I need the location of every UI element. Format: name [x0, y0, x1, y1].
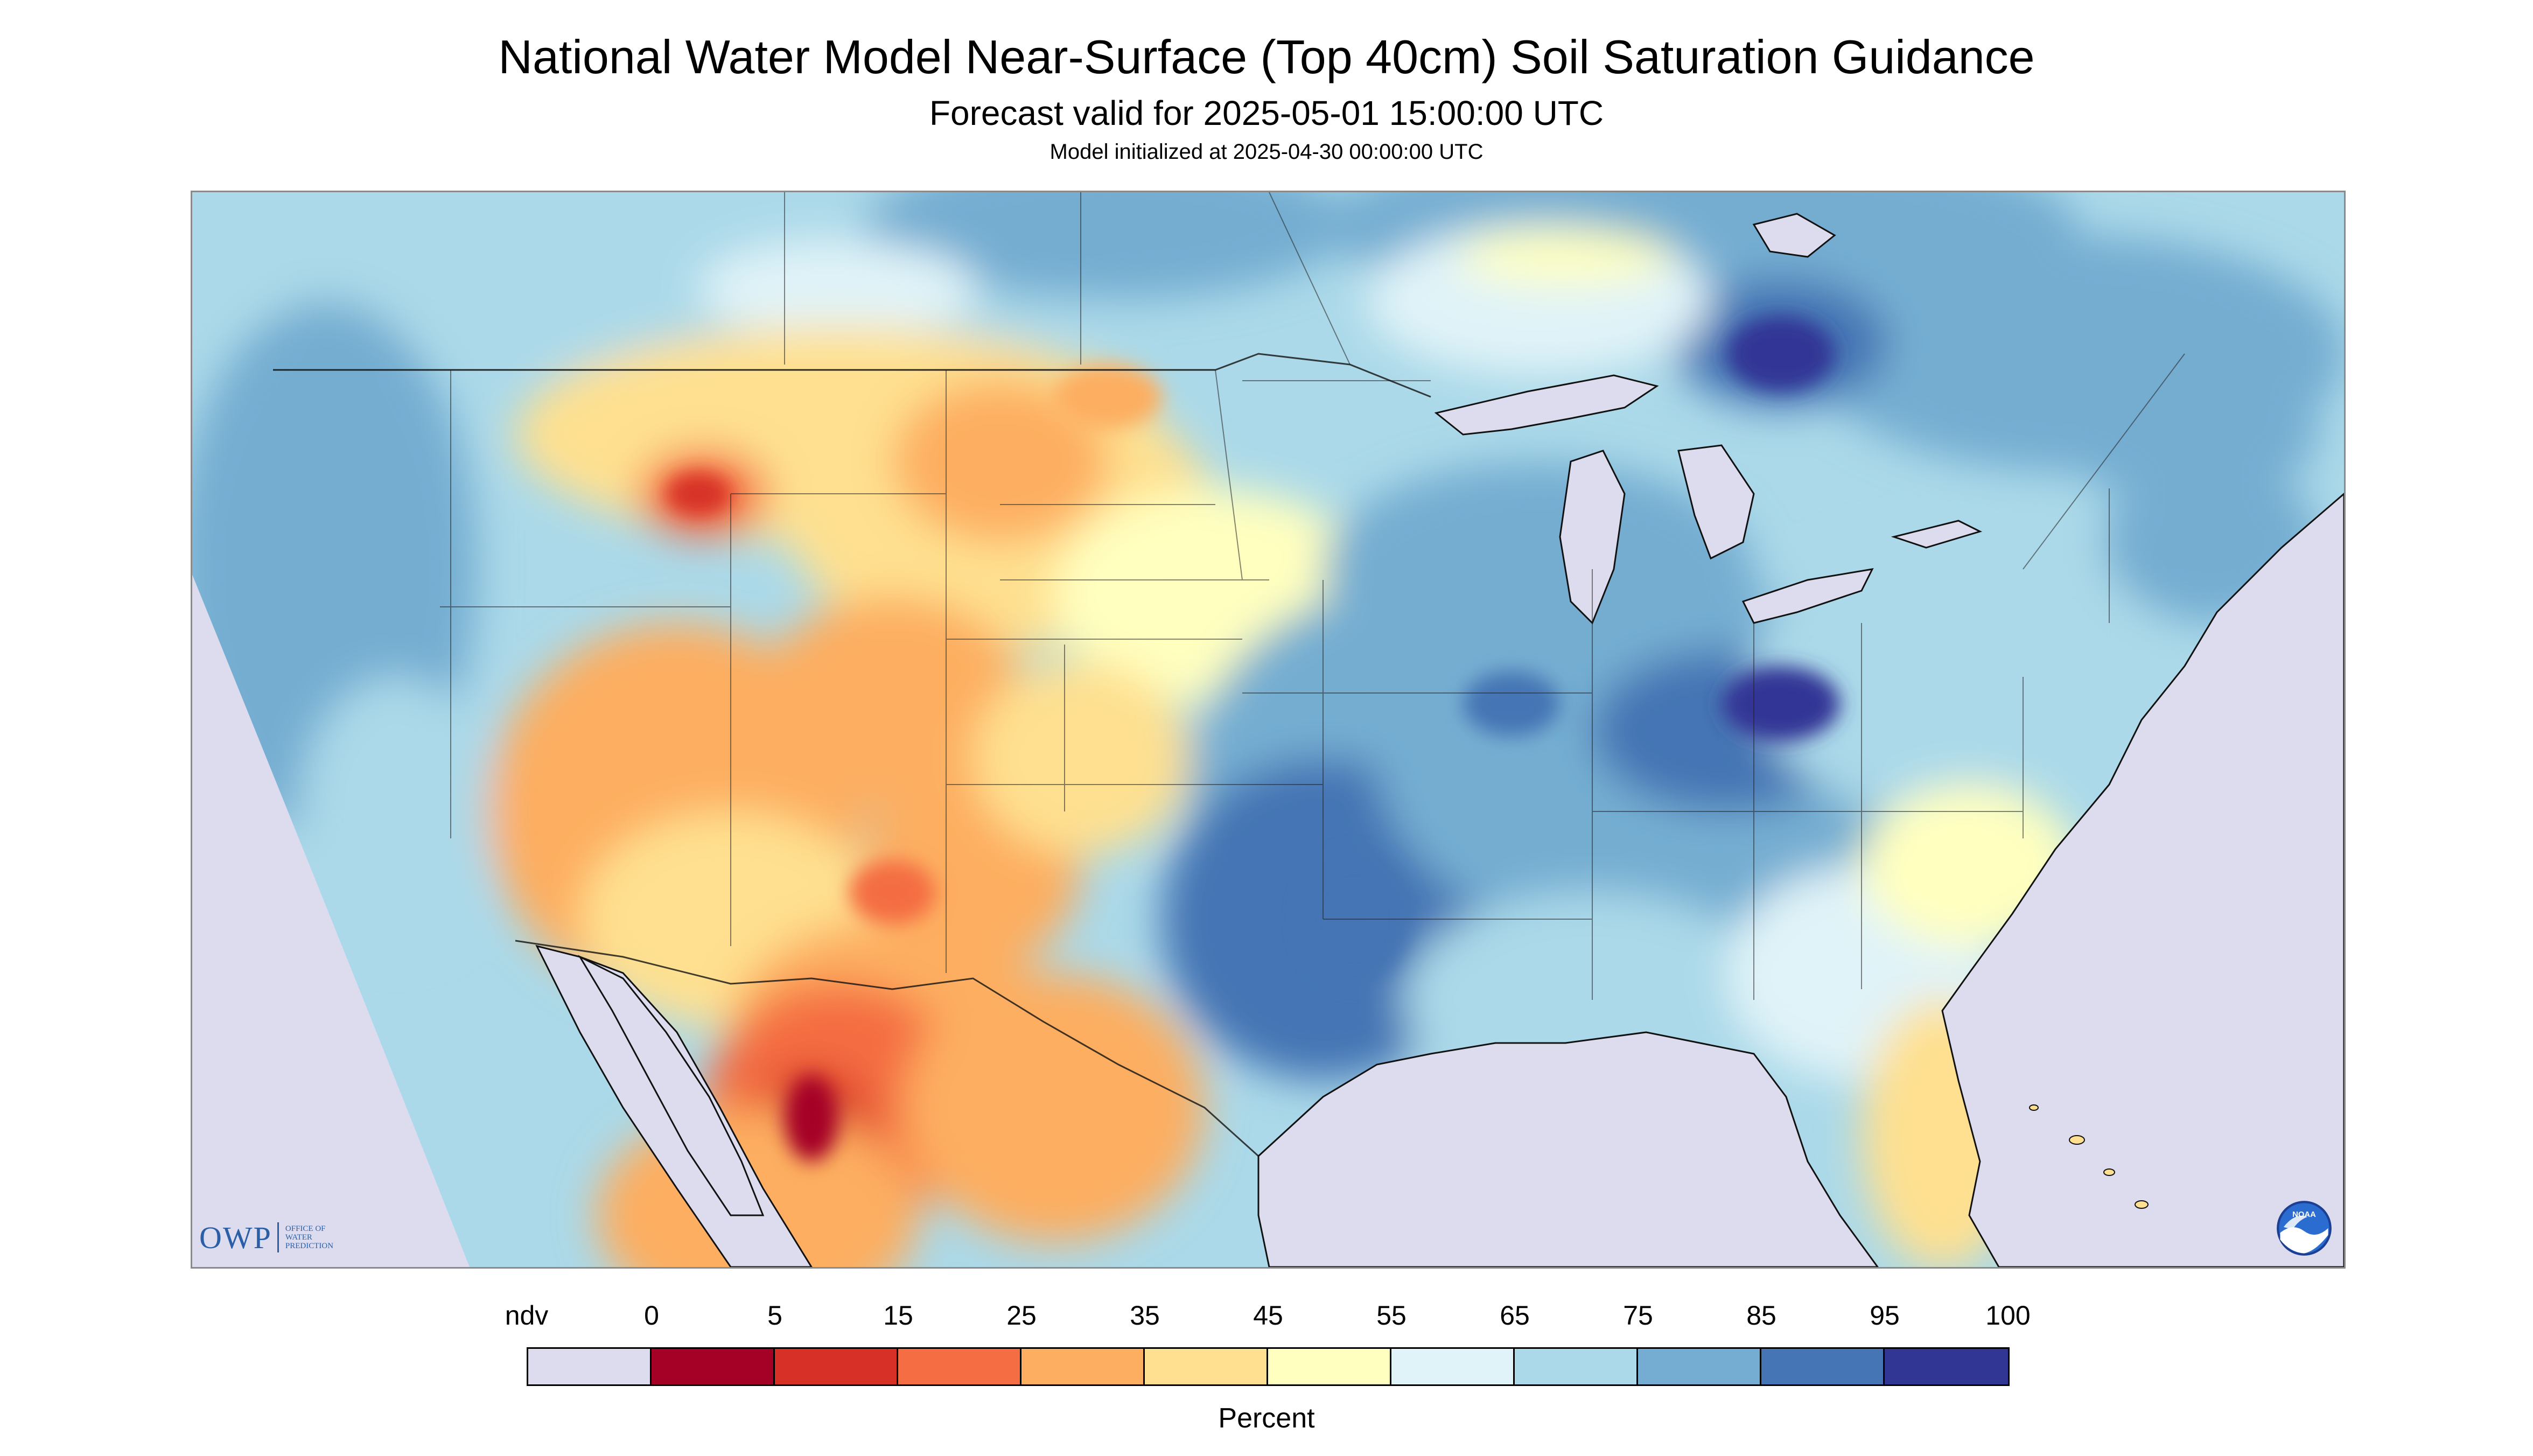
legend-bin-15-25 — [898, 1349, 1021, 1384]
legend-label-5: 5 — [767, 1300, 782, 1331]
legend-label-25: 25 — [1006, 1300, 1037, 1331]
great-lakes — [1434, 213, 1983, 625]
legend-labels: ndv 0 5 15 25 35 45 55 65 75 85 95 100 — [0, 1302, 2533, 1340]
oceans — [535, 493, 2344, 1267]
legend-label-ndv: ndv — [505, 1300, 549, 1331]
legend-bin-65-75 — [1515, 1349, 1638, 1384]
legend-bin-75-85 — [1638, 1349, 1761, 1384]
legend-label-100: 100 — [1985, 1300, 2031, 1331]
owp-subtext-line-2: WATER — [285, 1233, 312, 1242]
legend-title: Percent — [1218, 1403, 1315, 1434]
legend-label-65: 65 — [1500, 1300, 1530, 1331]
map-title: National Water Model Near-Surface (Top 4… — [498, 30, 2035, 83]
noaa-emblem-icon: NOAA — [2277, 1201, 2332, 1256]
legend-label-55: 55 — [1376, 1300, 1407, 1331]
saturation-field — [192, 192, 2344, 1267]
forecast-valid-subtitle: Forecast valid for 2025-05-01 15:00:00 U… — [929, 94, 1604, 132]
legend-bin-45-55 — [1268, 1349, 1391, 1384]
noaa-emblem-text: NOAA — [2292, 1210, 2316, 1219]
legend-label-0: 0 — [644, 1300, 659, 1331]
caribbean-islands — [2029, 1104, 2149, 1209]
owp-subtext-line-3: PREDICTION — [285, 1242, 334, 1250]
legend-bin-85-95 — [1761, 1349, 1885, 1384]
legend-bin-0-5 — [652, 1349, 775, 1384]
legend-bin-ndv — [528, 1349, 652, 1384]
legend-label-35: 35 — [1130, 1300, 1160, 1331]
legend-bin-95-100 — [1885, 1349, 2008, 1384]
soil-saturation-map[interactable] — [191, 191, 2346, 1269]
legend-bin-55-65 — [1391, 1349, 1515, 1384]
legend-label-45: 45 — [1253, 1300, 1283, 1331]
legend-bin-25-35 — [1021, 1349, 1145, 1384]
owp-logo: OWP OFFICE OF WATER PREDICTION — [199, 1216, 333, 1259]
legend-label-15: 15 — [883, 1300, 913, 1331]
owp-subtext-line-1: OFFICE OF — [285, 1224, 326, 1233]
international-border — [273, 353, 1431, 1157]
legend-bin-35-45 — [1145, 1349, 1268, 1384]
legend-colorbar — [527, 1347, 2010, 1386]
legend-label-95: 95 — [1870, 1300, 1900, 1331]
owp-divider — [277, 1222, 279, 1252]
legend-label-75: 75 — [1623, 1300, 1653, 1331]
owp-subtext: OFFICE OF WATER PREDICTION — [285, 1224, 333, 1250]
legend-bin-5-15 — [775, 1349, 898, 1384]
model-init-caption: Model initialized at 2025-04-30 00:00:00… — [1049, 140, 1484, 164]
owp-wordmark: OWP — [199, 1220, 272, 1255]
legend-label-85: 85 — [1746, 1300, 1776, 1331]
